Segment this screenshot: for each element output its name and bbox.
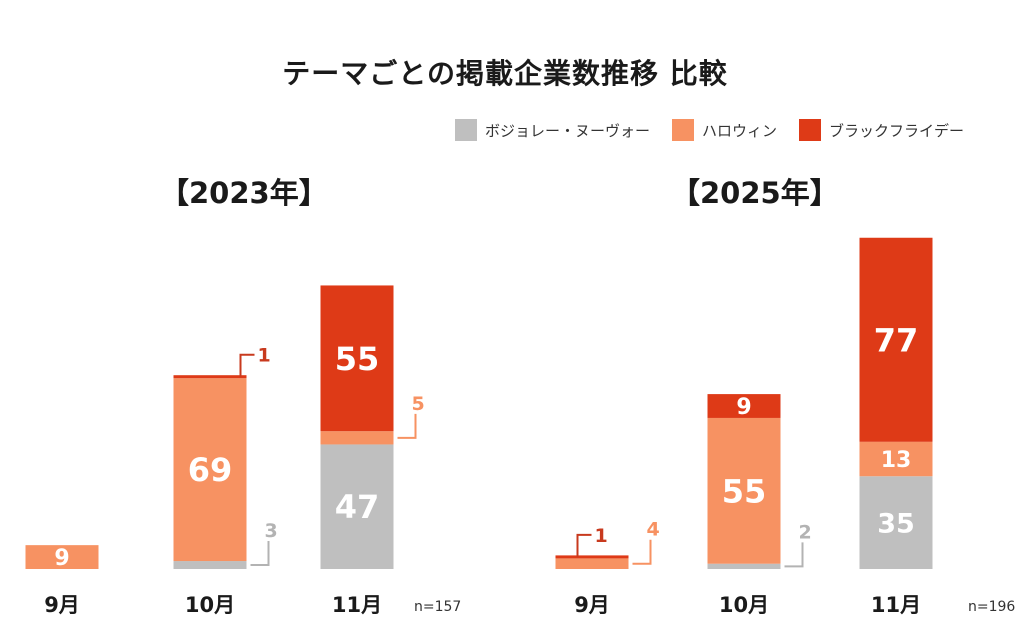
- leader-line-2025-m9-s1: [632, 539, 652, 565]
- bar-2025-m9-s1: [555, 558, 629, 569]
- leader-line-2023-m11-s1: [397, 413, 417, 439]
- leader-line-2025-m9-s2: [576, 533, 592, 557]
- value-label-2025-m11-s2: 77: [874, 321, 919, 359]
- value-label-2023-m11-s0: 47: [335, 488, 380, 526]
- legend-swatch-beaujolais: [455, 119, 477, 141]
- bar-2025-m10-s1: [707, 417, 781, 564]
- bar-2023-m10-s1: [173, 378, 247, 562]
- legend-item-black-friday: ブラックフライデー: [799, 119, 964, 141]
- bar-2025-m10-s2: [707, 394, 781, 418]
- bar-2023-m9-s1: [25, 545, 99, 569]
- x-tick-label-2023-m9: 9月: [44, 593, 80, 617]
- panel-title-2025: 【2025年】: [671, 176, 839, 210]
- value-label-2023-m11-s1: 5: [412, 393, 425, 415]
- x-tick-label-2025-m10: 10月: [719, 593, 769, 617]
- value-label-2023-m10-s1: 69: [188, 451, 233, 489]
- x-tick-label-2023-m10: 10月: [185, 593, 235, 617]
- bar-2023-m10-s0: [173, 561, 247, 569]
- value-label-2025-m10-s0: 2: [799, 521, 812, 543]
- x-tick-label-2025-m9: 9月: [574, 593, 610, 617]
- legend-swatch-black-friday: [799, 119, 822, 141]
- value-label-2025-m11-s0: 35: [877, 508, 915, 539]
- leader-line-2025-m10-s0: [784, 542, 804, 568]
- bar-2025-m10-s0: [707, 563, 781, 569]
- bar-2023-m11-s2: [320, 285, 394, 432]
- value-label-2023-m10-s0: 3: [265, 520, 278, 542]
- bar-2025-m9-s2: [555, 555, 629, 559]
- legend-item-halloween: ハロウィン: [672, 119, 777, 141]
- value-label-2025-m9-s1: 4: [647, 519, 660, 541]
- legend-label-beaujolais: ボジョレー・ヌーヴォー: [485, 121, 651, 140]
- value-label-2023-m9-s1: 9: [54, 546, 69, 571]
- legend-item-beaujolais: ボジョレー・ヌーヴォー: [455, 119, 650, 141]
- panel-title-2023: 【2023年】: [160, 176, 328, 210]
- value-label-2025-m10-s1: 55: [722, 472, 767, 510]
- leader-line-2023-m10-s2: [239, 353, 255, 377]
- bar-2023-m10-s2: [173, 375, 247, 379]
- value-label-2023-m11-s2: 55: [335, 340, 380, 378]
- sample-size-2025: n=196: [968, 599, 1016, 615]
- bar-2025-m11-s1: [859, 441, 933, 477]
- x-tick-label-2023-m11: 11月: [332, 593, 382, 617]
- value-label-2023-m10-s2: 1: [258, 345, 271, 367]
- bar-2025-m11-s2: [859, 237, 933, 442]
- chart-title: テーマごとの掲載企業数推移 比較: [282, 57, 728, 90]
- value-label-2025-m10-s2: 9: [736, 395, 751, 420]
- legend: ボジョレー・ヌーヴォー ハロウィン ブラックフライデー: [455, 119, 964, 141]
- bar-2023-m11-s0: [320, 444, 394, 569]
- x-tick-label-2025-m11: 11月: [871, 593, 921, 617]
- legend-swatch-halloween: [672, 119, 695, 141]
- leader-line-2023-m10-s0: [250, 541, 270, 567]
- legend-label-halloween: ハロウィン: [702, 121, 778, 140]
- legend-label-black-friday: ブラックフライデー: [829, 121, 965, 140]
- value-label-2025-m9-s2: 1: [595, 525, 608, 547]
- bar-2023-m11-s1: [320, 431, 394, 445]
- sample-size-2023: n=157: [414, 599, 462, 615]
- bar-2025-m11-s0: [859, 476, 933, 569]
- value-label-2025-m11-s1: 13: [881, 448, 912, 473]
